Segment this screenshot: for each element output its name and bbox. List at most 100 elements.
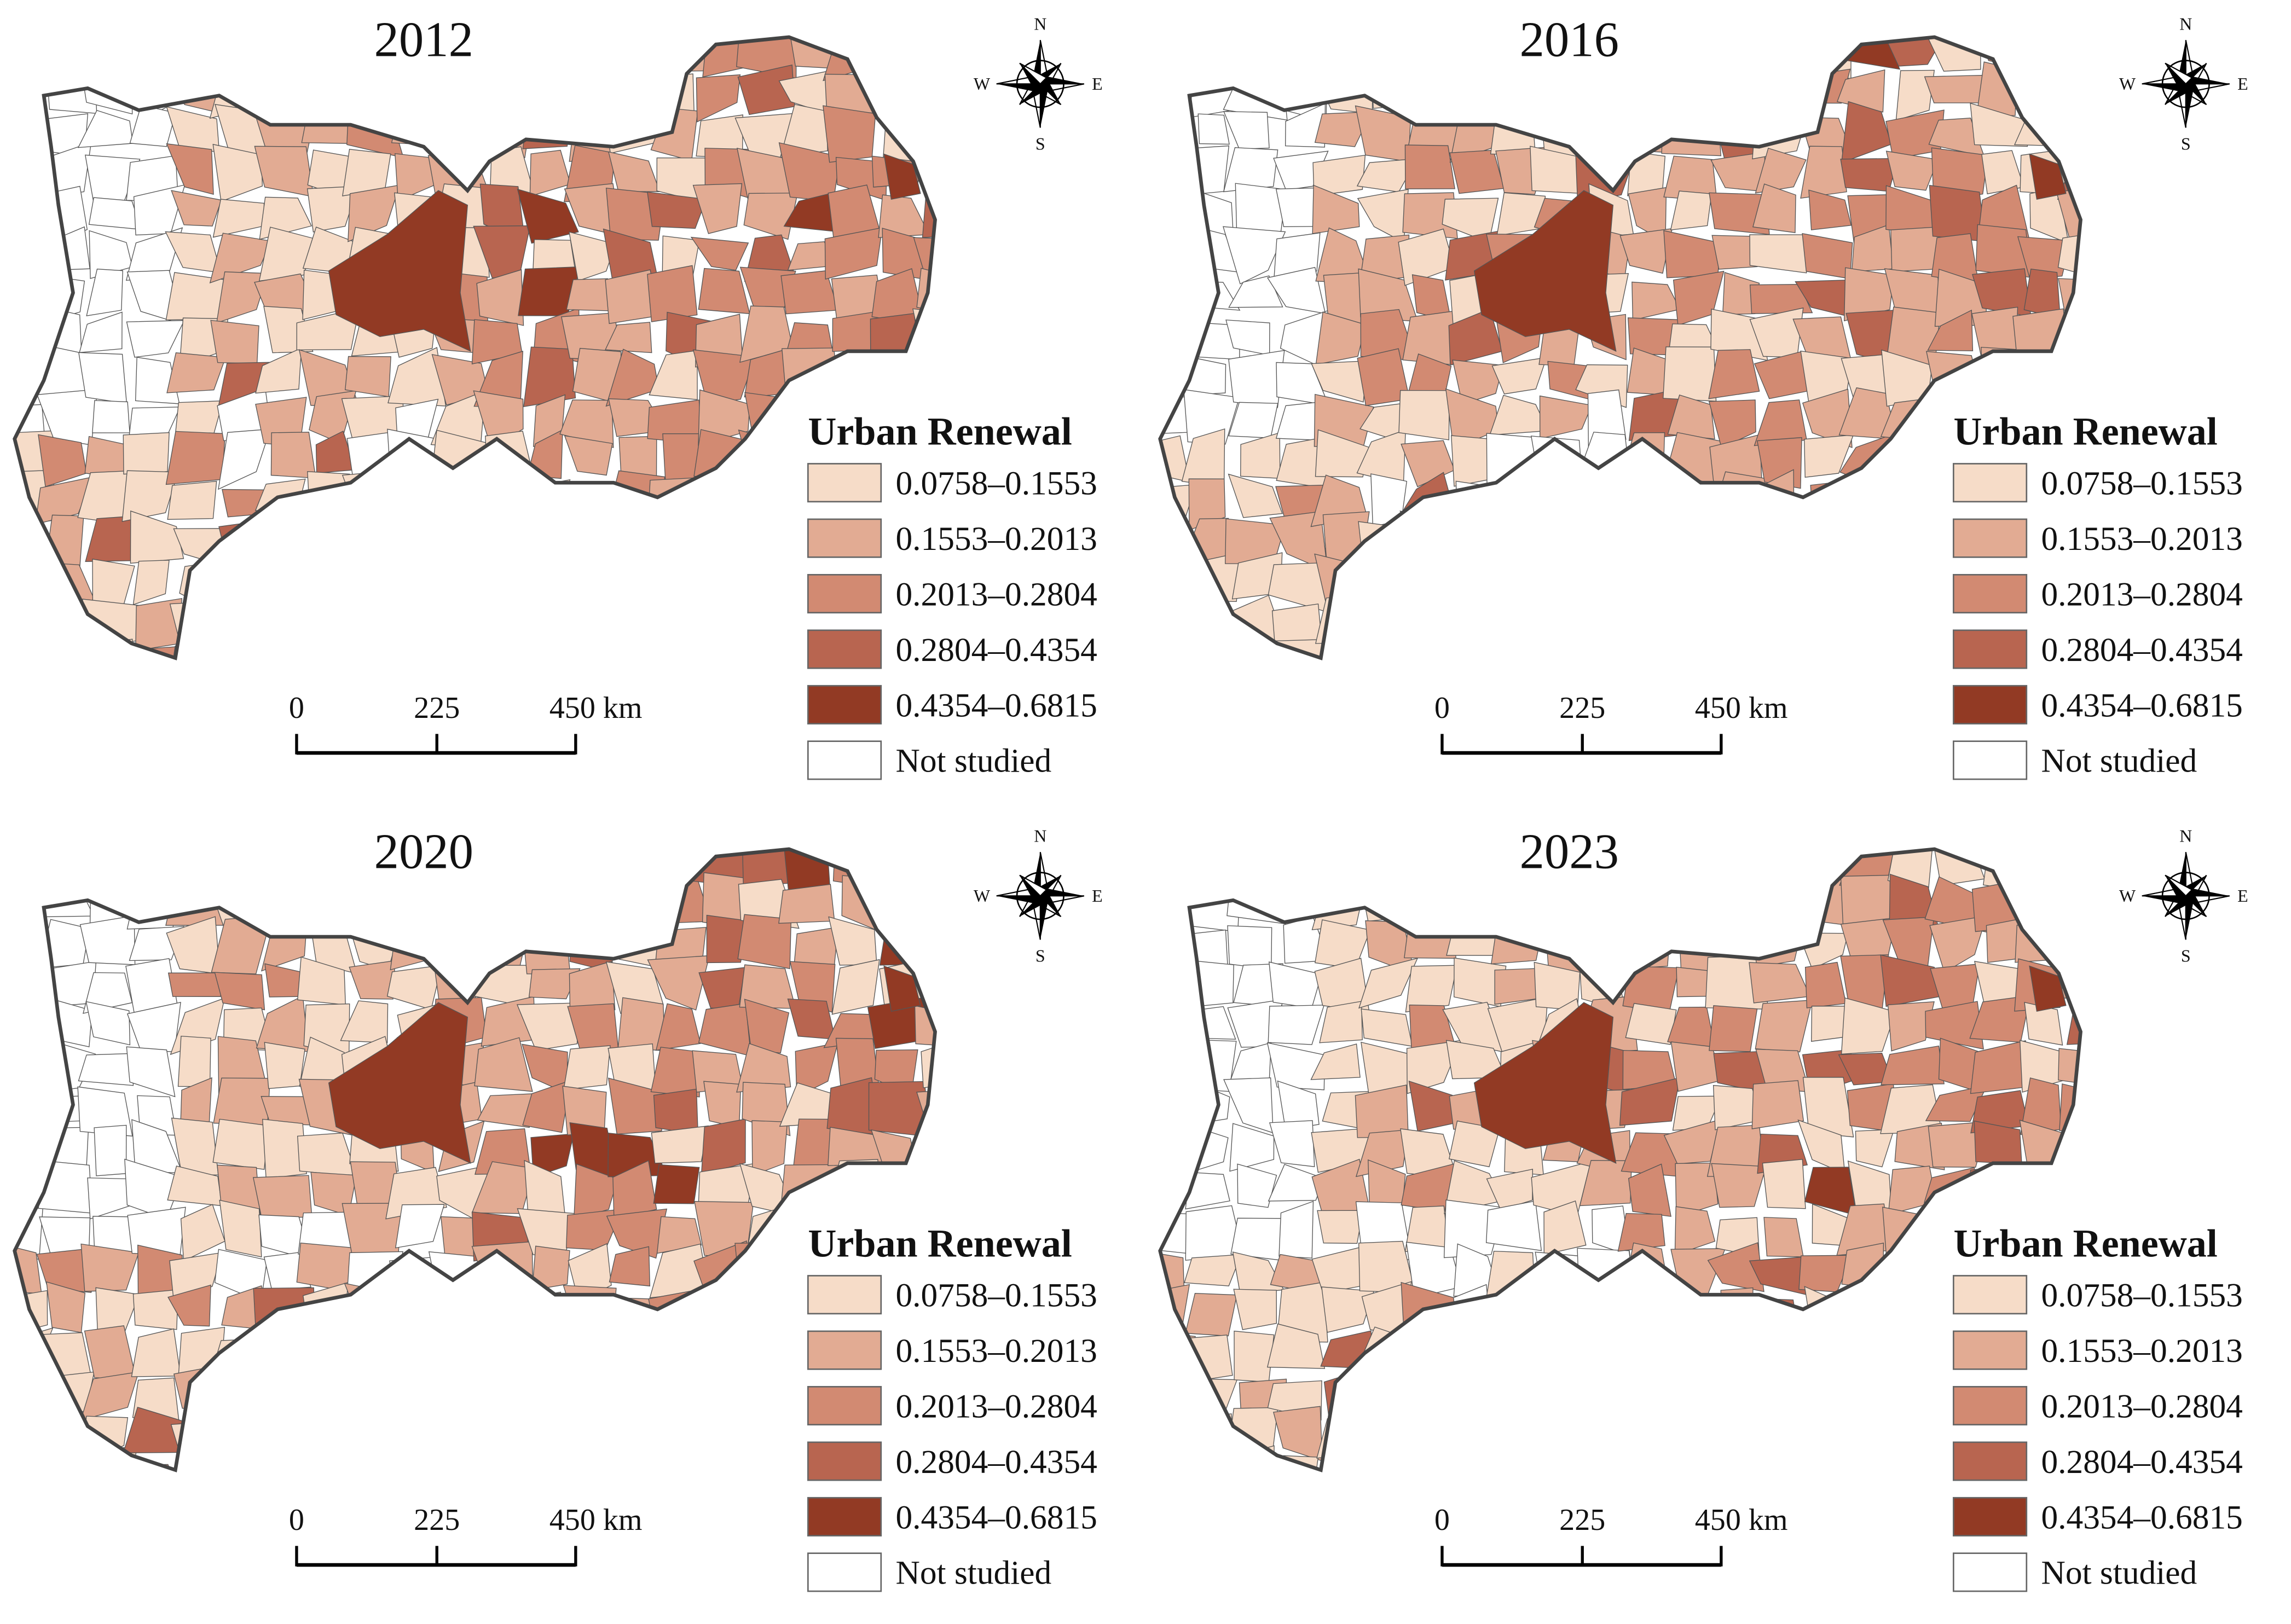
region	[911, 917, 935, 971]
legend-swatch	[1952, 685, 2028, 724]
region	[1540, 103, 1594, 158]
region	[86, 1487, 130, 1545]
region	[2057, 230, 2081, 285]
region	[41, 37, 97, 78]
legend-swatch	[1952, 1497, 2028, 1536]
outline	[13, 847, 937, 1472]
region	[1540, 512, 1583, 567]
compass-point	[1019, 62, 1048, 85]
region	[1576, 553, 1639, 602]
region	[742, 606, 792, 653]
region	[129, 105, 176, 147]
region	[1361, 1008, 1413, 1047]
region	[1532, 1291, 1587, 1343]
region	[487, 601, 522, 647]
region	[264, 1333, 310, 1371]
region	[218, 428, 271, 490]
region	[14, 37, 53, 72]
region	[1407, 1488, 1460, 1546]
region	[1633, 1292, 1668, 1334]
region	[566, 278, 612, 311]
region	[1225, 636, 1278, 658]
region	[343, 1405, 401, 1466]
region	[647, 477, 707, 525]
map	[14, 849, 935, 1545]
region	[431, 1323, 485, 1376]
region	[1925, 37, 1981, 72]
region	[699, 472, 753, 523]
region	[14, 266, 51, 326]
region	[1759, 873, 1813, 920]
scale-label: 225	[1559, 691, 1605, 725]
legend-swatch	[807, 574, 882, 614]
map-panel: 2012 N E S W Urban Renewal 0.0758–0.1553 0.1553…	[13, 12, 1103, 780]
legend-label: 0.2804–0.4354	[895, 1443, 1097, 1481]
region	[1146, 687, 1197, 722]
region	[388, 600, 442, 651]
region	[305, 1491, 358, 1544]
region	[916, 1162, 935, 1218]
region	[517, 188, 579, 244]
region	[1632, 281, 1681, 321]
region	[36, 1491, 87, 1544]
region	[703, 1284, 746, 1335]
region	[699, 523, 742, 568]
region	[697, 1498, 753, 1542]
region	[1716, 518, 1768, 562]
region	[1542, 569, 1594, 603]
region	[613, 644, 657, 658]
region	[1191, 1413, 1235, 1464]
region	[922, 1129, 935, 1175]
region	[14, 107, 41, 161]
legend-label: 0.1553–0.2013	[895, 1332, 1097, 1370]
region	[1236, 1445, 1275, 1470]
region	[650, 1046, 700, 1098]
region	[519, 872, 571, 924]
region	[126, 849, 177, 881]
region	[343, 1490, 401, 1542]
region	[1663, 346, 1717, 402]
region	[1717, 556, 1769, 612]
legend-swatch	[1952, 1552, 2028, 1592]
region	[429, 1366, 483, 1412]
region	[92, 849, 134, 891]
region	[218, 521, 273, 563]
region	[2014, 101, 2076, 147]
compass-label: S	[1035, 134, 1045, 153]
region	[1619, 61, 1682, 105]
region	[1408, 1080, 1456, 1132]
region	[180, 1492, 224, 1539]
region	[166, 352, 227, 393]
region	[387, 1285, 436, 1336]
region	[352, 878, 404, 932]
region	[1370, 473, 1408, 527]
region	[130, 511, 184, 564]
region	[1485, 1200, 1542, 1251]
legend-swatch	[1952, 740, 2028, 780]
region	[480, 1455, 530, 1470]
region	[481, 37, 528, 77]
region	[1708, 349, 1760, 399]
region	[1160, 68, 1187, 109]
region	[1444, 849, 1503, 887]
region	[1405, 559, 1456, 602]
region	[134, 1492, 172, 1527]
legend-swatch	[807, 629, 882, 669]
region	[1543, 1200, 1587, 1255]
region	[1409, 1454, 1454, 1470]
region	[213, 1077, 271, 1126]
region	[1367, 849, 1416, 881]
region	[474, 1037, 533, 1092]
region	[1757, 515, 1813, 564]
region	[1497, 1365, 1547, 1412]
region	[14, 1420, 53, 1463]
region	[2020, 849, 2072, 892]
region	[921, 849, 935, 891]
region	[94, 1124, 127, 1176]
region	[562, 1365, 618, 1420]
region	[216, 271, 269, 324]
region	[736, 1043, 791, 1093]
region	[1581, 1329, 1635, 1367]
region	[297, 1133, 358, 1177]
legend-label: 0.2804–0.4354	[895, 631, 1097, 669]
